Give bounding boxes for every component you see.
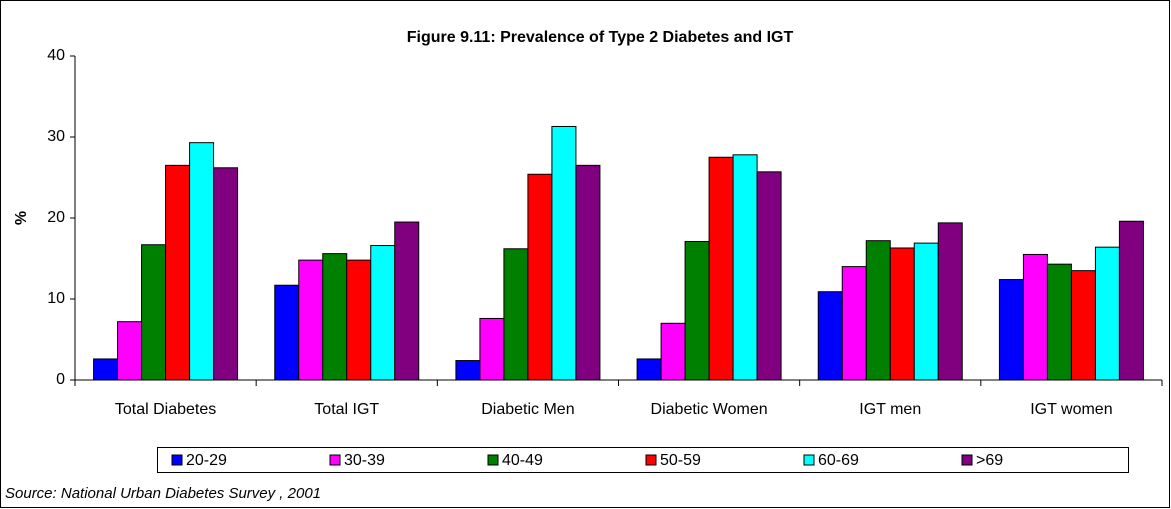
bar <box>455 360 481 381</box>
x-tick-label: IGT women <box>1030 401 1112 418</box>
bar <box>684 240 710 381</box>
bar <box>732 154 758 381</box>
legend-label: 20-29 <box>186 452 227 469</box>
bar <box>213 167 239 381</box>
bar <box>141 244 167 381</box>
bar <box>1022 253 1048 381</box>
y-tick-label: 10 <box>47 290 65 307</box>
bar <box>117 321 143 381</box>
y-tick-label: 30 <box>47 128 65 145</box>
legend-swatch <box>329 454 341 466</box>
x-tick-label: Total IGT <box>314 401 379 418</box>
legend-label: 40-49 <box>502 452 543 469</box>
bar <box>551 125 577 381</box>
bar <box>479 317 505 381</box>
bar <box>165 164 191 381</box>
source-note: Source: National Urban Diabetes Survey ,… <box>5 485 321 502</box>
bar <box>756 171 782 381</box>
bar <box>503 248 529 381</box>
bar <box>346 259 372 381</box>
y-tick-label: 0 <box>56 371 65 388</box>
bar <box>274 284 300 381</box>
bar <box>93 358 119 381</box>
legend-swatch <box>803 454 815 466</box>
legend-swatch <box>961 454 973 466</box>
bar <box>1094 246 1120 381</box>
bar <box>913 242 939 381</box>
y-axis-label: % <box>13 211 30 225</box>
bar <box>1118 220 1144 381</box>
bar <box>841 266 867 381</box>
bar <box>298 259 324 381</box>
x-tick-label: Diabetic Women <box>651 401 768 418</box>
y-tick-label: 20 <box>47 209 65 226</box>
chart-title: Figure 9.11: Prevalence of Type 2 Diabet… <box>407 29 794 46</box>
bar <box>322 253 348 381</box>
bar <box>394 221 420 381</box>
legend-label: 50-59 <box>660 452 701 469</box>
bar <box>865 240 891 381</box>
legend-label: >69 <box>976 452 1003 469</box>
x-tick-label: IGT men <box>859 401 921 418</box>
legend-label: 60-69 <box>818 452 859 469</box>
x-tick-label: Total Diabetes <box>115 401 216 418</box>
bar <box>575 164 601 381</box>
legend-swatch <box>487 454 499 466</box>
bar <box>1070 270 1096 381</box>
bar <box>660 322 686 381</box>
x-tick-label: Diabetic Men <box>481 401 574 418</box>
bar <box>527 173 553 381</box>
legend-label: 30-39 <box>344 452 385 469</box>
bar <box>817 291 843 381</box>
bar <box>636 358 662 381</box>
bar <box>1046 263 1072 381</box>
bar <box>937 222 963 381</box>
y-tick-label: 40 <box>47 47 65 64</box>
bar <box>189 142 215 381</box>
legend-swatch <box>645 454 657 466</box>
bar <box>370 245 396 381</box>
bar <box>998 279 1024 381</box>
bar <box>708 156 734 381</box>
bar <box>889 247 915 381</box>
legend-swatch <box>171 454 183 466</box>
